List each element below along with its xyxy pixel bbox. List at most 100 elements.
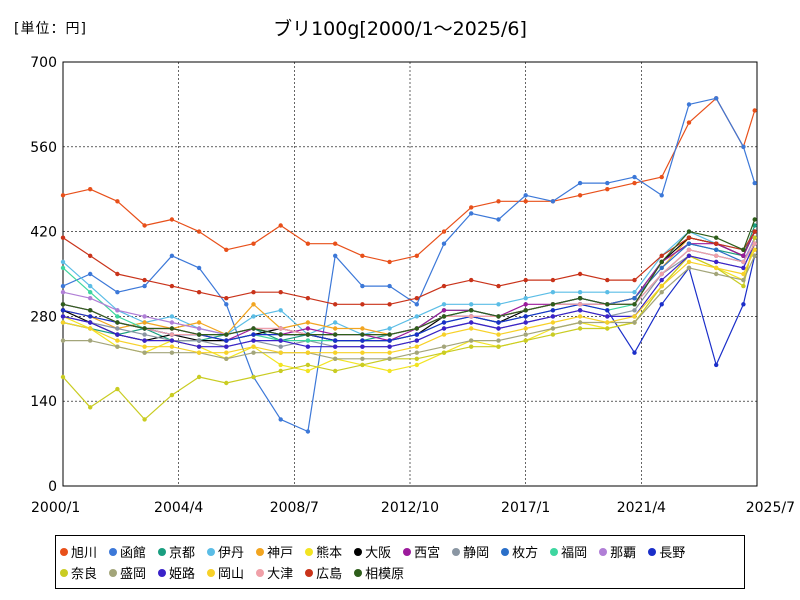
data-point — [523, 320, 528, 325]
legend-item: 京都 — [158, 541, 195, 562]
data-point — [632, 174, 637, 180]
data-point — [360, 356, 365, 361]
legend-item: 相模原 — [354, 562, 404, 583]
legend-marker — [354, 568, 363, 577]
data-point — [251, 314, 256, 319]
unit-label: [単位：円] — [14, 21, 87, 37]
legend-item: 枚方 — [501, 541, 538, 562]
data-point — [686, 235, 692, 240]
data-point — [550, 308, 556, 313]
data-point — [196, 229, 202, 234]
data-point — [741, 247, 746, 252]
legend-item: 広島 — [305, 562, 342, 583]
data-point — [169, 217, 175, 222]
data-point — [278, 362, 283, 368]
data-point — [251, 350, 256, 355]
data-point — [496, 283, 501, 289]
data-point — [686, 102, 692, 107]
data-point — [305, 326, 311, 331]
data-point — [115, 326, 120, 331]
data-point — [251, 332, 256, 337]
y-tick-label: 280 — [30, 309, 57, 325]
legend-item: 盛岡 — [109, 562, 146, 583]
data-point — [577, 193, 583, 198]
legend-marker — [501, 547, 510, 556]
legend-item: 姫路 — [158, 562, 195, 583]
legend-label: 岡山 — [218, 567, 245, 582]
data-point — [88, 320, 93, 325]
legend-label: 那覇 — [610, 546, 637, 561]
data-point — [251, 302, 256, 307]
data-point — [714, 265, 719, 271]
y-tick-label: 420 — [30, 225, 57, 241]
data-point — [142, 283, 147, 289]
data-point — [251, 241, 256, 246]
data-point — [496, 199, 501, 204]
data-point — [605, 290, 610, 295]
data-point — [441, 320, 447, 325]
data-point — [659, 283, 664, 289]
data-point — [469, 277, 474, 283]
data-point — [741, 253, 746, 258]
data-point — [752, 235, 757, 240]
data-point — [496, 344, 501, 349]
y-tick-label: 560 — [30, 140, 57, 156]
data-point — [523, 302, 528, 307]
legend-item: 伊丹 — [207, 541, 244, 562]
data-point — [577, 290, 583, 295]
data-point — [659, 265, 664, 271]
data-point — [360, 344, 365, 349]
data-point — [278, 326, 283, 331]
data-point — [196, 320, 202, 325]
data-point — [224, 338, 229, 343]
data-point — [224, 296, 229, 301]
data-point — [115, 314, 120, 319]
legend: 旭川 函館 京都 伊丹 神戸 熊本 大阪 西宮 静岡 枚方 福岡 那覇 長野 奈良 盛岡 姫路 岡山 大津 広島 相模… — [55, 535, 745, 589]
data-point — [169, 283, 175, 289]
data-point — [632, 180, 637, 186]
data-point — [196, 374, 202, 380]
data-point — [169, 314, 175, 319]
data-point — [741, 144, 746, 149]
data-point — [441, 344, 447, 349]
data-point — [414, 302, 419, 307]
data-point — [142, 332, 147, 337]
data-point — [278, 338, 283, 343]
data-point — [333, 338, 338, 343]
data-point — [469, 326, 474, 331]
data-point — [387, 302, 392, 307]
data-point — [496, 302, 501, 307]
data-point — [752, 241, 757, 246]
legend-label: 函館 — [120, 546, 147, 561]
legend-label: 広島 — [316, 567, 343, 582]
data-point — [115, 308, 120, 313]
legend-marker — [403, 547, 412, 556]
data-point — [469, 308, 474, 313]
data-point — [496, 338, 501, 343]
x-tick-label: 2021/4 — [617, 500, 666, 516]
data-point — [278, 417, 283, 422]
data-point — [360, 326, 365, 331]
data-point — [686, 241, 692, 246]
legend-item: 旭川 — [60, 541, 97, 562]
legend-item: 岡山 — [207, 562, 244, 583]
data-point — [577, 326, 583, 331]
data-point — [142, 277, 147, 283]
data-point — [142, 314, 147, 319]
data-point — [632, 314, 637, 319]
data-point — [196, 332, 202, 337]
data-point — [305, 338, 311, 343]
data-point — [88, 296, 93, 301]
data-point — [169, 326, 175, 331]
legend-label: 枚方 — [512, 546, 539, 561]
data-point — [550, 326, 556, 331]
series-19 — [60, 229, 757, 307]
data-point — [387, 368, 392, 374]
data-point — [523, 199, 528, 204]
series-20 — [60, 217, 757, 337]
data-point — [196, 265, 202, 271]
data-point — [333, 241, 338, 246]
legend-label: 神戸 — [267, 546, 294, 561]
legend-item: 那覇 — [599, 541, 636, 562]
data-point — [523, 277, 528, 283]
